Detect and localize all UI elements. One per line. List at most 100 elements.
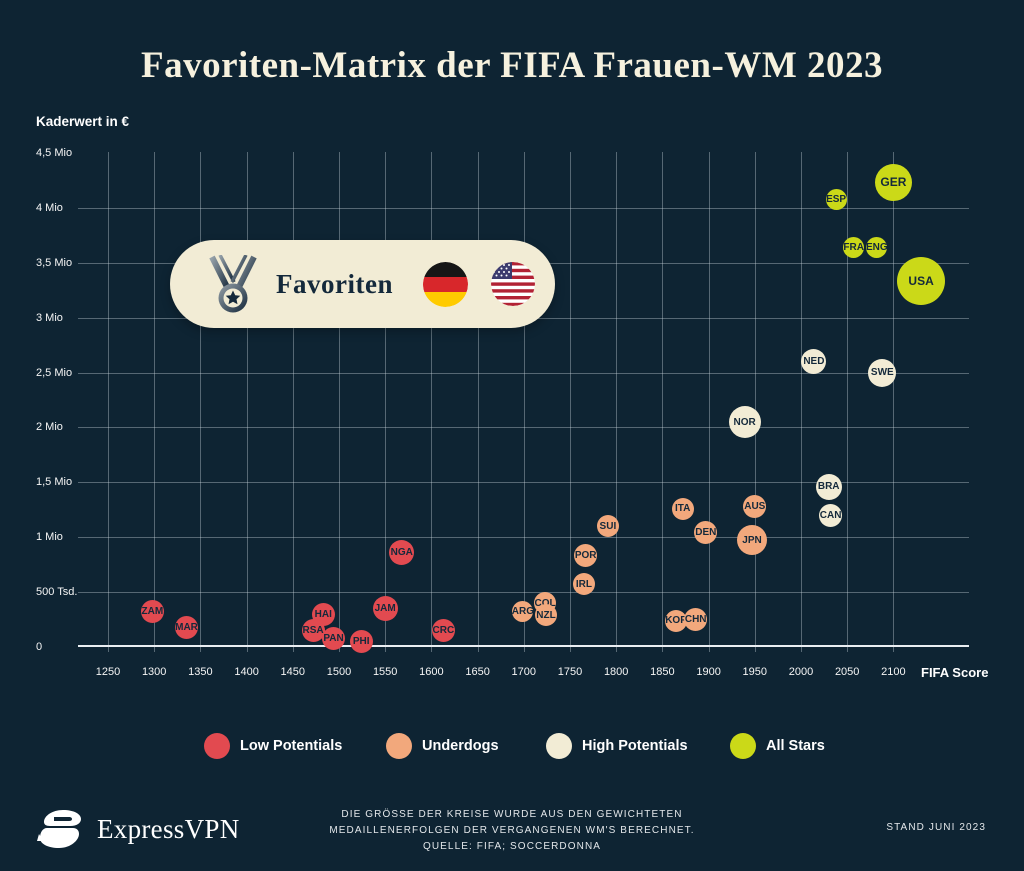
bubble-NED: NED <box>801 349 827 375</box>
x-tick-label: 1900 <box>696 666 721 678</box>
x-tick-label: 2100 <box>881 666 906 678</box>
y-tick-label: 4 Mio <box>36 201 63 214</box>
gridline-vertical <box>801 152 802 652</box>
x-tick-label: 1300 <box>141 666 167 678</box>
legend-label: All Stars <box>766 738 825 754</box>
x-tick-label: 1850 <box>650 666 675 678</box>
x-axis-title: FIFA Score <box>921 665 989 680</box>
y-tick-label: 3,5 Mio <box>36 256 73 269</box>
bubble-CHN: CHN <box>684 607 708 631</box>
gridline-vertical <box>523 152 525 652</box>
y-tick-label: 2,5 Mio <box>36 366 73 379</box>
medal-icon <box>209 255 257 313</box>
x-tick-label: 1450 <box>280 666 306 678</box>
bubble-PAN: PAN <box>322 626 345 650</box>
bubble-AUS: AUS <box>743 495 767 518</box>
legend-item-all-stars: All Stars <box>730 732 825 760</box>
gridline-vertical <box>477 152 479 652</box>
x-tick-label: 2000 <box>788 666 814 678</box>
legend-label: High Potentials <box>582 738 688 754</box>
bubble-GER: GER <box>874 163 912 201</box>
germany-flag-icon <box>422 261 468 307</box>
footnote-line: DIE GRÖSSE DER KREISE WURDE AUS DEN GEWI… <box>341 809 683 820</box>
expressvpn-logo-icon <box>37 810 81 848</box>
bubble-NGA: NGA <box>389 539 415 565</box>
favoriten-label: Favoriten <box>276 268 393 299</box>
bubble-IRL: IRL <box>572 573 595 596</box>
y-tick-label: 3 Mio <box>36 311 63 324</box>
x-tick-label: 1250 <box>95 666 121 678</box>
bubble-BRA: BRA <box>815 473 842 500</box>
gridline-vertical <box>754 152 756 652</box>
high-potentials-dot <box>546 733 572 759</box>
favoriten-callout: Favoriten <box>170 240 555 328</box>
gridline-vertical <box>708 152 710 652</box>
bubble-ARG: ARG <box>512 601 534 623</box>
bubble-JAM: JAM <box>372 595 398 621</box>
x-tick-label: 1350 <box>188 666 213 678</box>
bubble-USA: USA <box>897 256 946 305</box>
y-tick-label: 0 <box>36 641 43 653</box>
legend-label: Underdogs <box>422 738 499 754</box>
y-tick-label: 500 Tsd. <box>36 586 78 599</box>
bubble-ITA: ITA <box>671 497 694 520</box>
legend-label: Low Potentials <box>240 738 343 754</box>
brand-name: ExpressVPN <box>97 813 240 844</box>
gridline-vertical <box>662 152 664 652</box>
gridline-vertical <box>847 152 849 652</box>
x-tick-label: 1800 <box>603 666 629 678</box>
bubble-SUI: SUI <box>596 515 619 538</box>
x-tick-label: 1600 <box>419 666 444 678</box>
stand-date: STAND JUNI 2023 <box>886 822 986 833</box>
bubble-DEN: DEN <box>694 521 718 545</box>
bubble-NZL: NZL <box>535 604 557 627</box>
gridline-vertical <box>246 152 248 652</box>
bubble-ESP: ESP <box>825 188 847 210</box>
legend-item-underdogs: Underdogs <box>386 732 499 760</box>
gridline-horizontal <box>78 537 969 539</box>
usa-flag-icon <box>490 262 535 306</box>
y-axis-title: Kaderwert in € <box>36 114 130 129</box>
footnote-line: QUELLE: FIFA; SOCCERDONNA <box>422 841 602 852</box>
gridline-horizontal <box>78 427 969 429</box>
bubble-MAR: MAR <box>175 615 198 639</box>
bubble-SWE: SWE <box>868 358 897 387</box>
x-tick-label: 1400 <box>234 666 259 678</box>
y-tick-label: 1 Mio <box>36 531 63 544</box>
x-axis-line <box>78 645 969 647</box>
bubble-CRC: CRC <box>431 618 455 642</box>
legend: Low Potentials Underdogs High Potentials… <box>0 732 1024 760</box>
gridline-horizontal <box>78 207 969 209</box>
low-potentials-dot <box>204 733 230 759</box>
footnote: DIE GRÖSSE DER KREISE WURDE AUS DEN GEWI… <box>329 807 694 855</box>
legend-item-low-potentials: Low Potentials <box>204 732 342 760</box>
x-tick-label: 1700 <box>511 666 537 678</box>
gridline-vertical <box>570 152 571 652</box>
y-tick-label: 1,5 Mio <box>36 476 73 489</box>
gridline-vertical <box>431 152 433 652</box>
x-tick-label: 1500 <box>326 666 352 678</box>
bubble-NOR: NOR <box>728 406 761 438</box>
legend-item-high-potentials: High Potentials <box>546 732 688 760</box>
bubble-JPN: JPN <box>737 525 767 555</box>
gridline-vertical <box>385 152 387 652</box>
gridline-horizontal <box>78 482 969 484</box>
bubble-ENG: ENG <box>866 236 888 258</box>
x-tick-label: 1550 <box>372 666 398 678</box>
gridline-vertical <box>108 152 109 652</box>
gridline-vertical <box>339 152 340 652</box>
bubble-PHI: PHI <box>349 629 373 653</box>
bubble-ZAM: ZAM <box>140 600 164 624</box>
x-tick-label: 1650 <box>465 666 490 678</box>
expressvpn-logo: ExpressVPN <box>33 808 240 850</box>
x-tick-label: 1950 <box>742 666 768 678</box>
gridline-vertical <box>292 152 294 652</box>
x-tick-label: 2050 <box>834 666 860 678</box>
y-tick-label: 4,5 Mio <box>36 147 73 159</box>
gridline-horizontal <box>78 372 969 374</box>
bubble-RSA: RSA <box>301 619 325 642</box>
bubble-KOR: KOR <box>665 609 687 632</box>
bubble-FRA: FRA <box>843 236 865 258</box>
gridline-vertical <box>893 152 895 652</box>
